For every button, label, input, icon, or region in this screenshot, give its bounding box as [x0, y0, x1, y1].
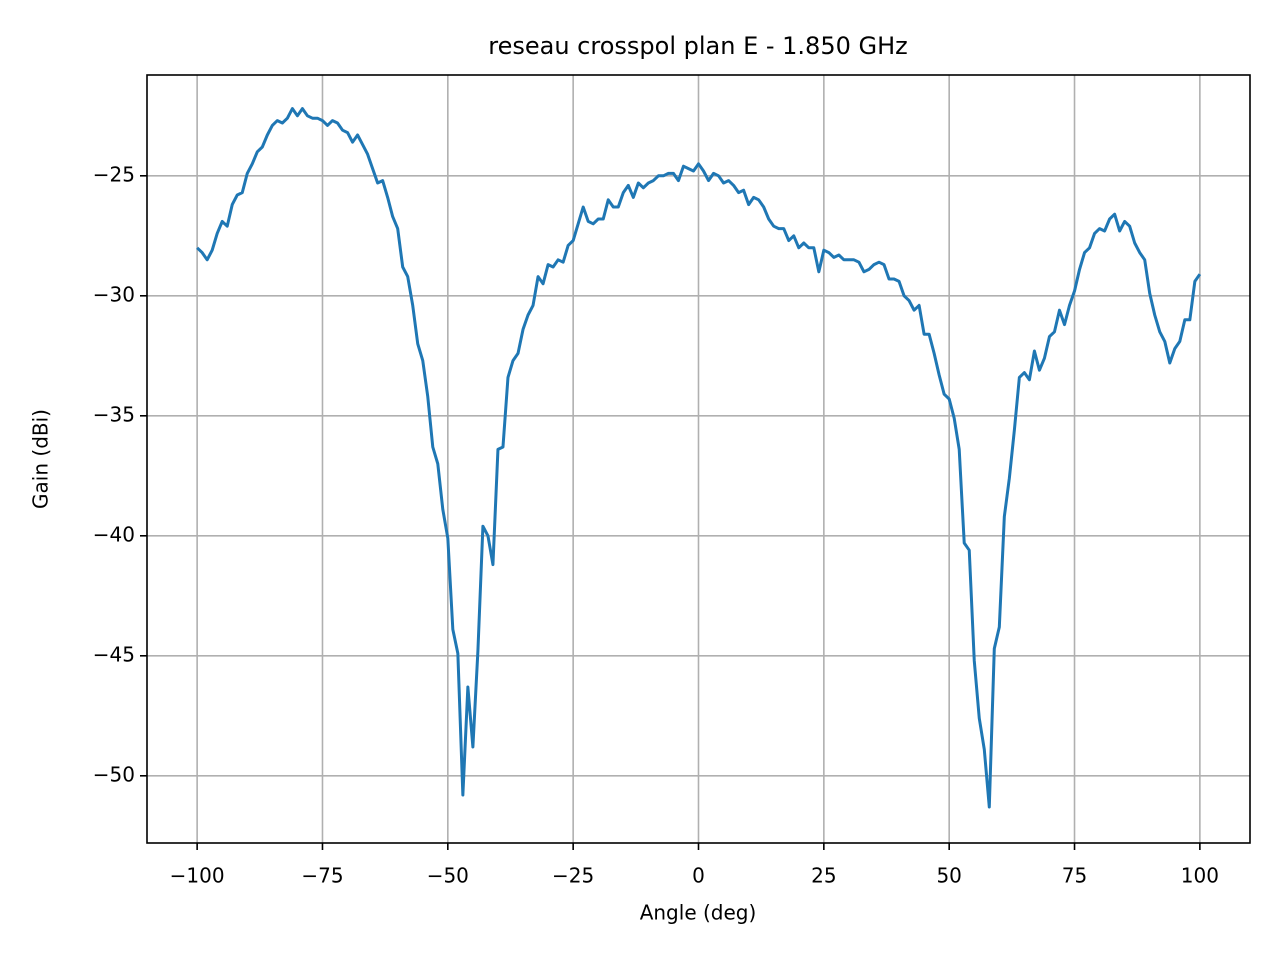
data-line: [196, 107, 1202, 809]
x-tick-label: −25: [552, 864, 594, 888]
x-tick-label: 25: [811, 864, 836, 888]
x-tick-label: −75: [301, 864, 343, 888]
axes-frame: [146, 74, 1251, 844]
y-tick-label: −45: [93, 642, 135, 666]
y-tick-label: −50: [93, 762, 135, 786]
plot-area: [196, 107, 1202, 809]
x-tick-label: 0: [692, 864, 705, 888]
x-tick-label: −100: [170, 864, 225, 888]
y-tick-label: −40: [93, 522, 135, 546]
y-tick-label: −25: [93, 162, 135, 186]
x-tick-label: 100: [1181, 864, 1219, 888]
x-tick-label: −50: [427, 864, 469, 888]
x-tick-label: 75: [1062, 864, 1087, 888]
y-axis-label: Gain (dBi): [29, 409, 53, 509]
x-axis-label: Angle (deg): [640, 901, 757, 925]
chart-title: reseau crosspol plan E - 1.850 GHz: [488, 32, 907, 60]
grid: [147, 75, 1250, 843]
y-tick-label: −30: [93, 282, 135, 306]
axes: −100 −75 −50 −25 0 25 50 75 100 −50 −45 −40 −35 −30 −2…: [93, 74, 1251, 888]
x-tick-label: 50: [936, 864, 961, 888]
y-tick-label: −35: [93, 402, 135, 426]
